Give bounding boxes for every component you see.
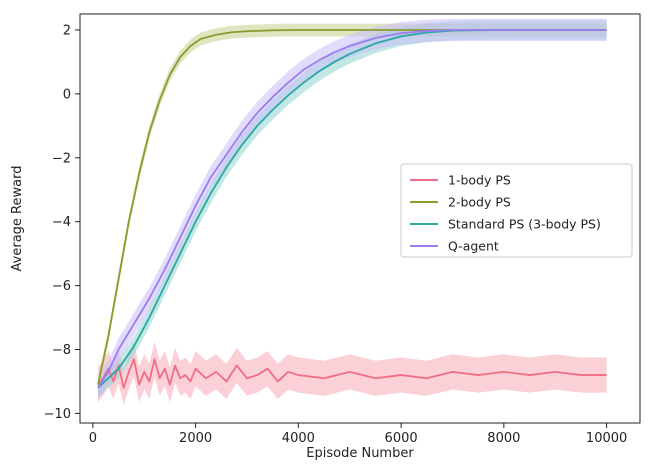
x-tick-label: 8000 [487, 431, 520, 446]
plot-frame [79, 13, 641, 424]
x-tick-label: 2000 [179, 431, 212, 446]
y-tick-label: −6 [52, 279, 71, 294]
x-tick-label: 0 [89, 431, 97, 446]
x-tick-label: 6000 [385, 431, 418, 446]
legend-label: 1-body PS [448, 173, 511, 188]
y-axis-ticks: −10 −8 −6 −4 −2 0 2 [44, 23, 80, 422]
x-axis-label: Episode Number [306, 446, 414, 461]
legend-label: Q-agent [448, 239, 499, 254]
y-tick-label: −4 [52, 215, 71, 230]
legend-label: 2-body PS [448, 195, 511, 210]
legend-box [400, 163, 633, 258]
x-axis-ticks: 0 2000 4000 6000 8000 10000 [89, 423, 627, 446]
y-tick-label: −2 [52, 151, 71, 166]
y-tick-label: 2 [63, 23, 71, 38]
line-series-3 [97, 29, 607, 389]
y-tick-label: 0 [63, 87, 71, 102]
x-tick-label: 4000 [282, 431, 315, 446]
y-tick-label: −10 [44, 407, 71, 422]
legend-label: Standard PS (3-body PS) [448, 217, 601, 232]
line-series-2 [97, 29, 607, 389]
confidence-bands [97, 18, 607, 406]
series-lines [97, 29, 607, 389]
line-series-1 [97, 29, 607, 385]
legend: 1-body PS 2-body PS Standard PS (3-body PS… [400, 163, 633, 258]
band-series-3 [97, 18, 607, 400]
band-series-0 [97, 341, 607, 406]
x-tick-label: 10000 [586, 431, 627, 446]
line-series-0 [97, 358, 607, 389]
y-axis-label: Average Reward [10, 166, 25, 272]
y-tick-label: −8 [52, 343, 71, 358]
